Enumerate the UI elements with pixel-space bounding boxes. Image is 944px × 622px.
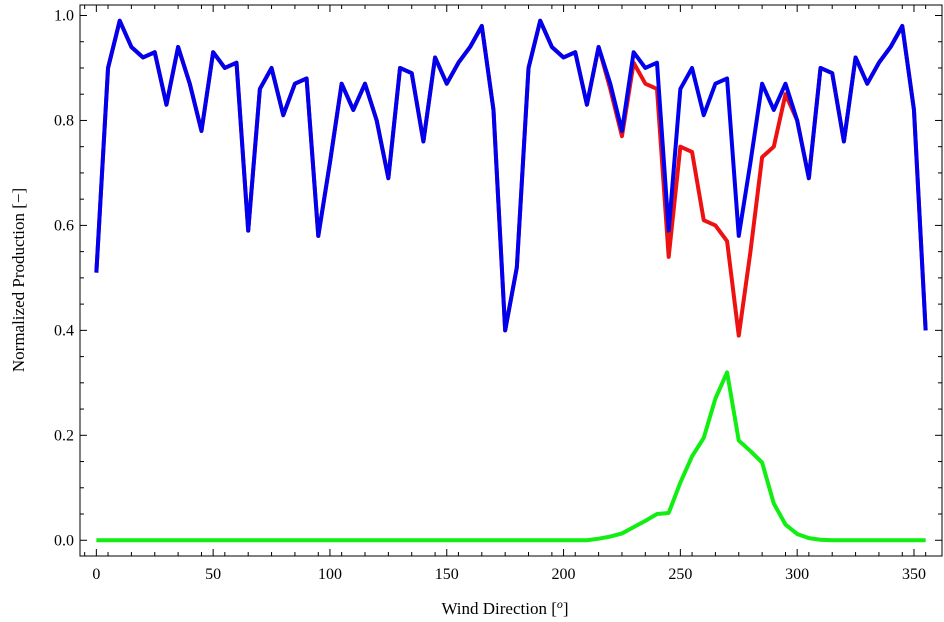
x-tick-label: 300 bbox=[785, 566, 809, 583]
y-tick-label: 0.8 bbox=[54, 112, 74, 129]
green-series-line bbox=[96, 370, 926, 543]
x-tick-label: 150 bbox=[435, 566, 459, 583]
y-tick-label: 0.2 bbox=[54, 427, 74, 444]
x-tick-label: 100 bbox=[318, 566, 342, 583]
y-tick-label: 0.6 bbox=[54, 217, 74, 234]
y-axis-title: Normalized Production [−] bbox=[9, 188, 28, 372]
x-tick-label: 200 bbox=[552, 566, 576, 583]
x-tick-label: 350 bbox=[902, 566, 926, 583]
ticks-layer: 0 50 100 150 200 250 300 350 0.0 0.2 0.4 0.6 0.8 1.0 bbox=[54, 5, 942, 583]
plot-frame bbox=[79, 4, 943, 557]
y-tick-label: 0.0 bbox=[54, 532, 74, 549]
blue-series-line bbox=[94, 18, 928, 333]
x-tick-label: 50 bbox=[205, 566, 221, 583]
x-tick-label: 250 bbox=[668, 566, 692, 583]
x-axis-title: Wind Direction [o] bbox=[441, 597, 568, 618]
x-axis-title-end: ] bbox=[563, 599, 569, 618]
y-tick-label: 0.4 bbox=[54, 322, 74, 339]
x-tick-label: 0 bbox=[92, 566, 100, 583]
series-layer bbox=[94, 18, 928, 543]
y-tick-label: 1.0 bbox=[54, 7, 74, 24]
x-axis-title-degree: o bbox=[557, 597, 563, 611]
